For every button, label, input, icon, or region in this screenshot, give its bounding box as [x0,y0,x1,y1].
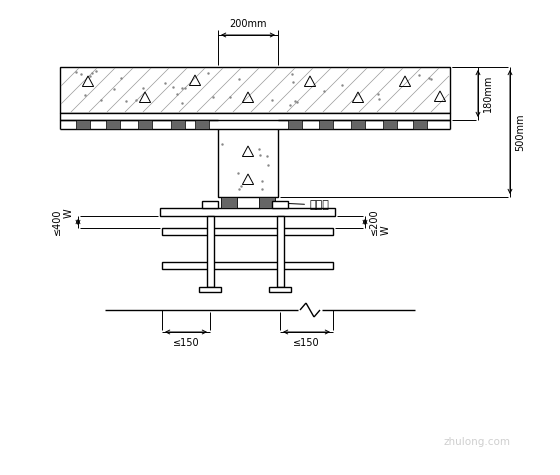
Bar [207,216,214,287]
Text: ≤200
W: ≤200 W [369,209,391,235]
Bar [272,201,288,208]
Bar [218,129,278,197]
Text: 500mm: 500mm [515,113,525,151]
Bar [162,262,333,269]
Bar [319,120,333,129]
Bar [60,113,450,120]
Bar [269,287,291,292]
Bar [76,120,90,129]
Bar [221,197,237,208]
Text: zhulong.com: zhulong.com [443,437,510,447]
Bar [413,120,427,129]
Bar [195,120,209,129]
Bar [199,287,221,292]
Bar [288,120,302,129]
Bar [259,197,275,208]
Text: 步步紧: 步步紧 [271,200,330,210]
Bar [60,67,450,113]
Bar [202,201,218,208]
Bar [171,120,185,129]
Bar [383,120,397,129]
Text: 200mm: 200mm [229,19,267,29]
Text: ≤400
W: ≤400 W [53,209,74,235]
Bar [277,216,284,287]
Text: ≤150: ≤150 [172,338,199,348]
Text: 180mm: 180mm [483,75,493,112]
Bar [138,120,152,129]
Bar [106,120,120,129]
Bar [351,120,365,129]
Text: ≤150: ≤150 [293,338,320,348]
Bar [160,208,335,216]
Bar [162,228,333,235]
